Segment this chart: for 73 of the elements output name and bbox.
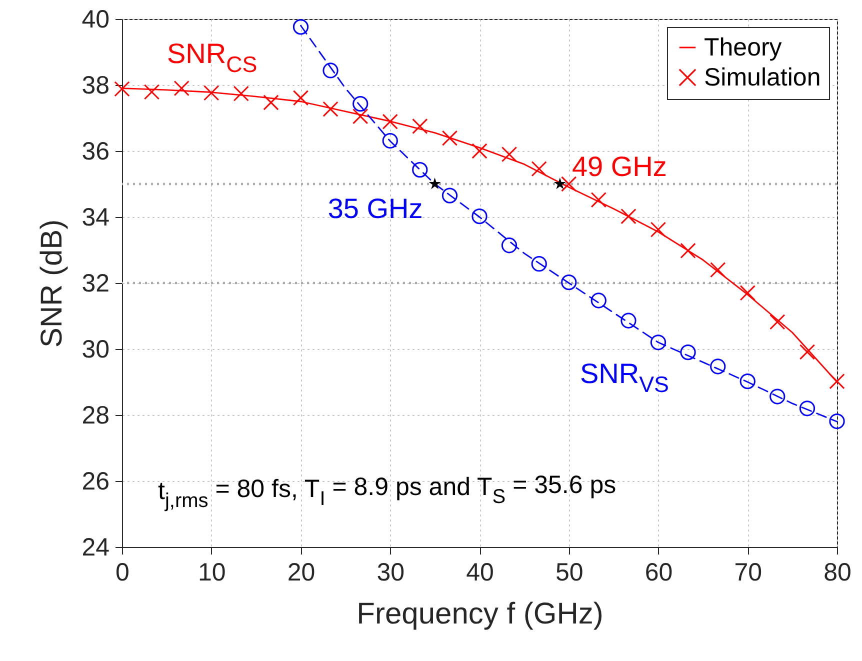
- y-tick-label: 28: [82, 402, 110, 430]
- point: [322, 62, 338, 78]
- point: [472, 208, 488, 224]
- point: [442, 188, 458, 204]
- point: [531, 256, 547, 272]
- point: [829, 374, 845, 390]
- point: [501, 238, 518, 254]
- point: [710, 358, 726, 374]
- point: [382, 132, 398, 149]
- point: [710, 262, 726, 278]
- x-tick-label: 20: [287, 558, 316, 586]
- point: [233, 86, 249, 102]
- point: [382, 114, 398, 130]
- annotation: SNR$_{CS}$: [167, 38, 258, 77]
- point: [292, 19, 309, 35]
- point: [799, 400, 816, 416]
- point: [174, 80, 190, 96]
- point: [799, 344, 816, 360]
- y-tick-label: 34: [82, 204, 110, 232]
- point: [114, 81, 130, 97]
- point: [829, 413, 845, 430]
- x-axis-title: Frequency f (GHz): [356, 598, 604, 630]
- point: [680, 242, 696, 258]
- point: [561, 274, 577, 290]
- point: [352, 96, 368, 112]
- point: [770, 314, 786, 330]
- point: [680, 344, 696, 360]
- legend-label: Simulation: [704, 64, 821, 92]
- y-tick-label: 40: [82, 6, 110, 34]
- x-tick-label: 60: [644, 558, 673, 586]
- point: [740, 285, 756, 301]
- annotation: SNR$_{VS}$: [580, 358, 669, 397]
- point: [292, 90, 309, 106]
- y-tick-label: 36: [82, 138, 110, 166]
- point: [531, 161, 547, 177]
- y-axis-title: SNR (dB): [36, 219, 69, 348]
- y-tick-label: 30: [82, 336, 110, 364]
- x-tick-label: 50: [555, 558, 584, 586]
- point: [428, 178, 441, 190]
- annotation: t$_{j,rms}$ = 80 fs, T$_{I}$ = 8.9 ps and T$_{S}$ = 35.6 ps: [158, 471, 616, 512]
- annotation: 49 GHz: [572, 151, 667, 182]
- x-tick-label: 80: [824, 558, 852, 586]
- x-tick-label: 70: [734, 558, 762, 586]
- point: [770, 388, 786, 404]
- point: [590, 292, 606, 308]
- point: [412, 162, 428, 178]
- point: [554, 178, 566, 190]
- point: [263, 94, 279, 110]
- point: [650, 222, 666, 238]
- point: [620, 312, 636, 328]
- y-tick-label: 38: [82, 72, 110, 100]
- point: [472, 143, 488, 159]
- point: [412, 118, 428, 134]
- point: [442, 130, 458, 146]
- point: [650, 334, 666, 350]
- point: [620, 208, 636, 224]
- point: [740, 374, 756, 390]
- y-tick-label: 32: [82, 270, 110, 298]
- legend-label: Theory: [704, 34, 782, 62]
- annotation: 35 GHz: [328, 193, 423, 224]
- point: [590, 192, 606, 208]
- x-tick-label: 0: [116, 558, 130, 586]
- point: [204, 85, 220, 101]
- point: [561, 176, 577, 192]
- point: [352, 108, 368, 124]
- point: [144, 84, 160, 100]
- x-tick-label: 10: [198, 558, 226, 586]
- point: [501, 146, 518, 162]
- y-tick-label: 26: [82, 468, 110, 496]
- y-tick-label: 24: [82, 534, 110, 562]
- point: [322, 101, 338, 117]
- x-tick-label: 30: [376, 558, 405, 586]
- x-tick-label: 40: [466, 558, 494, 586]
